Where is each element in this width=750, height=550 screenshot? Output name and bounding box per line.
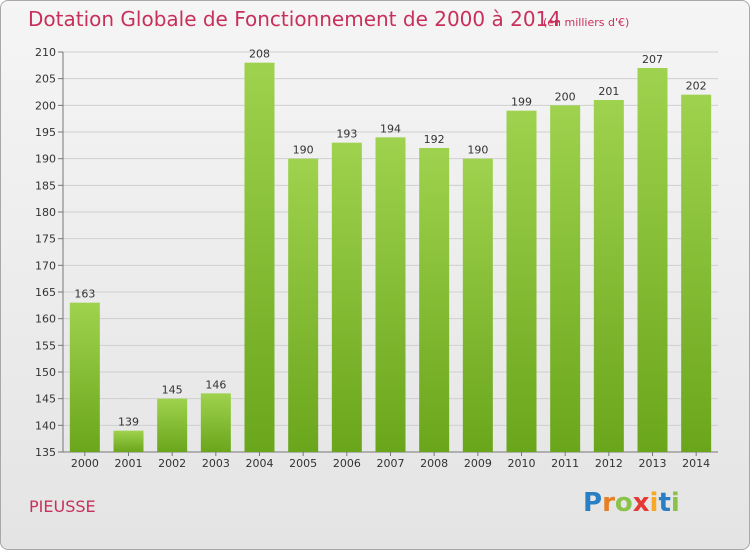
bar	[331, 142, 362, 452]
y-tick-label: 170	[35, 259, 56, 272]
x-tick-label: 2013	[639, 457, 667, 470]
bar	[244, 62, 275, 453]
y-tick-label: 205	[35, 73, 56, 86]
bar	[157, 398, 188, 452]
logo-letter: x	[632, 488, 650, 518]
proxiti-logo: Proxiti	[583, 488, 680, 518]
bar-value-label: 193	[336, 128, 357, 141]
bar	[69, 302, 100, 452]
chart-title: Dotation Globale de Fonctionnement de 20…	[28, 7, 561, 31]
bar	[506, 110, 537, 453]
y-tick-label: 140	[35, 419, 56, 432]
x-tick-label: 2004	[246, 457, 274, 470]
logo-letter: P	[583, 488, 603, 518]
bar	[419, 148, 450, 452]
bar	[681, 94, 712, 453]
y-tick-label: 155	[35, 339, 56, 352]
logo-letter: t	[658, 488, 671, 518]
bar-value-label: 139	[118, 416, 139, 429]
y-tick-label: 135	[35, 446, 56, 459]
y-tick-label: 165	[35, 286, 56, 299]
bar-value-label: 208	[249, 48, 270, 61]
logo-letter: i	[670, 488, 680, 518]
label-layer: 135 140 145 150 155 160 165 170 175 180 185 190 195 2…	[35, 46, 710, 470]
x-tick-label: 2008	[420, 457, 448, 470]
y-tick-label: 145	[35, 393, 56, 406]
y-tick-label: 195	[35, 126, 56, 139]
logo-letter: i	[649, 488, 659, 518]
bar-value-label: 192	[424, 133, 445, 146]
bar-value-label: 201	[598, 85, 619, 98]
x-tick-label: 2011	[551, 457, 579, 470]
bar	[462, 158, 493, 452]
bar-value-label: 200	[555, 90, 576, 103]
x-tick-label: 2005	[289, 457, 317, 470]
bar	[113, 430, 144, 452]
x-tick-label: 2002	[158, 457, 186, 470]
bar	[288, 158, 319, 452]
bar-value-label: 190	[467, 144, 488, 157]
bar	[200, 393, 231, 452]
logo-letter: r	[602, 488, 615, 518]
x-tick-label: 2010	[508, 457, 536, 470]
y-tick-label: 190	[35, 153, 56, 166]
y-tick-label: 185	[35, 179, 56, 192]
y-tick-label: 150	[35, 366, 56, 379]
bar-value-label: 202	[686, 80, 707, 93]
x-tick-label: 2003	[202, 457, 230, 470]
bar-value-label: 145	[162, 384, 183, 397]
x-tick-label: 2006	[333, 457, 361, 470]
bar-value-label: 207	[642, 53, 663, 66]
bar	[637, 68, 668, 452]
bar-value-label: 163	[74, 288, 95, 301]
x-tick-label: 2000	[71, 457, 99, 470]
y-tick-label: 160	[35, 313, 56, 326]
bar	[375, 137, 406, 453]
bar-value-label: 190	[293, 144, 314, 157]
bar	[550, 105, 581, 452]
bar-value-label: 199	[511, 96, 532, 109]
x-tick-label: 2012	[595, 457, 623, 470]
y-tick-label: 200	[35, 99, 56, 112]
y-tick-label: 180	[35, 206, 56, 219]
x-tick-label: 2007	[377, 457, 405, 470]
y-tick-label: 210	[35, 46, 56, 59]
bar-layer	[69, 62, 712, 453]
chart-subtitle: (en milliers d'€)	[543, 16, 630, 29]
commune-name: PIEUSSE	[29, 497, 96, 516]
y-tick-label: 175	[35, 233, 56, 246]
bar	[593, 100, 624, 452]
bar-value-label: 194	[380, 122, 401, 135]
x-tick-label: 2014	[682, 457, 710, 470]
bar-value-label: 146	[205, 378, 226, 391]
logo-letter: o	[614, 488, 633, 518]
x-tick-label: 2001	[115, 457, 143, 470]
x-tick-label: 2009	[464, 457, 492, 470]
